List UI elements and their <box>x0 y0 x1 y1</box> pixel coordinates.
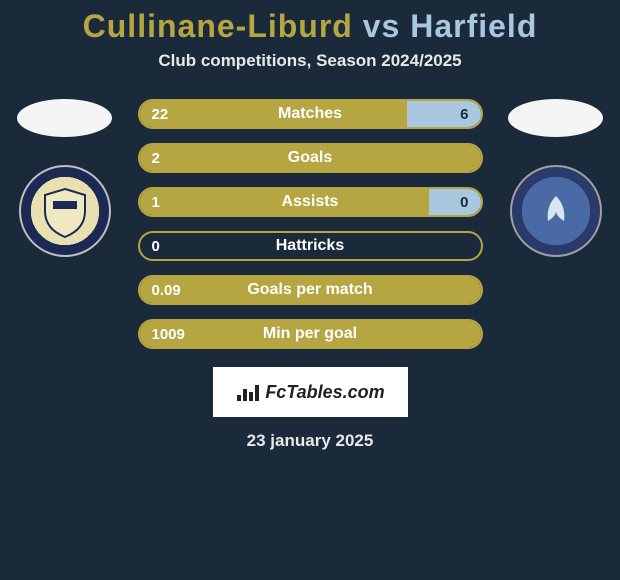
left-column <box>10 99 120 257</box>
brand-text: FcTables.com <box>265 382 384 403</box>
stats-column: 226Matches2Goals10Assists0Hattricks0.09G… <box>138 99 483 349</box>
subtitle: Club competitions, Season 2024/2025 <box>0 51 620 71</box>
brand-logo: FcTables.com <box>213 367 408 417</box>
stat-value-player1: 1 <box>152 194 160 211</box>
player2-club-badge <box>510 165 602 257</box>
stat-label: Assists <box>140 193 481 211</box>
shield-icon <box>35 181 95 241</box>
player2-name: Harfield <box>410 8 537 44</box>
player1-club-badge <box>19 165 111 257</box>
stat-label: Hattricks <box>140 237 481 255</box>
stat-bar: 0.09Goals per match <box>138 275 483 305</box>
stat-label: Goals <box>140 149 481 167</box>
stat-value-player1: 0 <box>152 238 160 255</box>
stat-label: Min per goal <box>140 325 481 343</box>
comparison-title: Cullinane-Liburd vs Harfield <box>0 8 620 45</box>
stat-label: Matches <box>140 105 481 123</box>
stat-value-player2: 6 <box>460 106 468 123</box>
stat-value-player1: 22 <box>152 106 169 123</box>
player2-flag <box>508 99 603 137</box>
stat-bar: 22 6Matches <box>138 99 483 129</box>
stat-value-player1: 0.09 <box>152 282 181 299</box>
footer-date: 23 january 2025 <box>0 431 620 451</box>
stat-bar: 1 0Assists <box>138 187 483 217</box>
stat-bar: 1009Min per goal <box>138 319 483 349</box>
stat-label: Goals per match <box>140 281 481 299</box>
stat-bar: 0Hattricks <box>138 231 483 261</box>
stat-value-player1: 1009 <box>152 326 185 343</box>
chart-icon <box>235 381 261 403</box>
phoenix-icon <box>526 181 586 241</box>
player1-name: Cullinane-Liburd <box>83 8 353 44</box>
stat-value-player2: 0 <box>460 194 468 211</box>
player1-flag <box>17 99 112 137</box>
vs-label: vs <box>363 8 401 44</box>
main-content: 226Matches2Goals10Assists0Hattricks0.09G… <box>0 99 620 349</box>
stat-bar: 2Goals <box>138 143 483 173</box>
stat-value-player1: 2 <box>152 150 160 167</box>
right-column <box>501 99 611 257</box>
